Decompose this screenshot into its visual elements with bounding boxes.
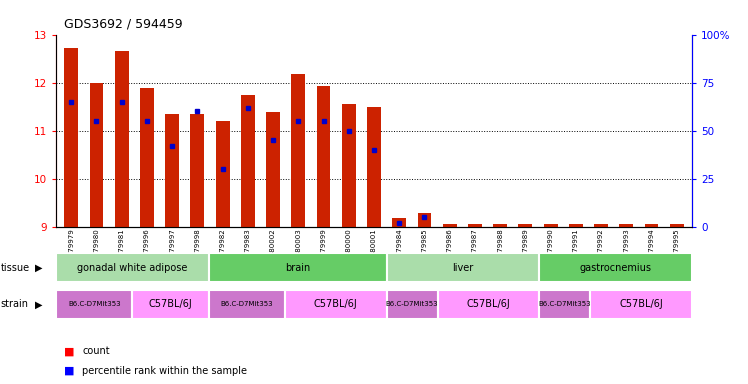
Text: tissue: tissue bbox=[1, 263, 30, 273]
Bar bbox=[367, 107, 381, 227]
Text: C57BL/6J: C57BL/6J bbox=[467, 299, 510, 310]
Text: C57BL/6J: C57BL/6J bbox=[619, 299, 663, 310]
Bar bbox=[342, 104, 356, 227]
Text: B6.C-D7Mit353: B6.C-D7Mit353 bbox=[68, 301, 120, 307]
Text: ■: ■ bbox=[64, 346, 74, 356]
Bar bbox=[443, 224, 456, 227]
Bar bbox=[590, 290, 692, 319]
Text: gonadal white adipose: gonadal white adipose bbox=[77, 263, 188, 273]
Bar bbox=[209, 290, 285, 319]
Bar bbox=[140, 88, 154, 227]
Text: B6.C-D7Mit353: B6.C-D7Mit353 bbox=[386, 301, 438, 307]
Bar bbox=[544, 224, 557, 227]
Bar bbox=[56, 290, 132, 319]
Bar bbox=[539, 290, 590, 319]
Bar bbox=[493, 224, 507, 227]
Bar bbox=[594, 224, 608, 227]
Bar bbox=[165, 114, 179, 227]
Text: count: count bbox=[82, 346, 110, 356]
Bar bbox=[215, 121, 230, 227]
Bar bbox=[387, 290, 438, 319]
Bar bbox=[56, 253, 209, 282]
Text: B6.C-D7Mit353: B6.C-D7Mit353 bbox=[539, 301, 591, 307]
Bar bbox=[518, 224, 533, 227]
Bar bbox=[619, 224, 634, 227]
Bar bbox=[114, 51, 129, 227]
Bar bbox=[569, 224, 583, 227]
Bar bbox=[316, 86, 331, 227]
Bar bbox=[438, 290, 539, 319]
Text: liver: liver bbox=[453, 263, 473, 273]
Text: GDS3692 / 594459: GDS3692 / 594459 bbox=[64, 17, 183, 30]
Bar bbox=[285, 290, 387, 319]
Bar bbox=[468, 224, 482, 227]
Bar bbox=[392, 218, 406, 227]
Bar bbox=[387, 253, 539, 282]
Bar bbox=[90, 83, 103, 227]
Bar bbox=[191, 114, 204, 227]
Text: percentile rank within the sample: percentile rank within the sample bbox=[82, 366, 248, 376]
Bar bbox=[266, 112, 280, 227]
Text: strain: strain bbox=[1, 299, 28, 310]
Bar bbox=[132, 290, 209, 319]
Bar bbox=[417, 213, 432, 227]
Bar bbox=[241, 94, 255, 227]
Text: ▶: ▶ bbox=[35, 263, 43, 273]
Bar bbox=[645, 224, 658, 227]
Bar bbox=[64, 48, 79, 227]
Bar bbox=[539, 253, 692, 282]
Text: ▶: ▶ bbox=[35, 299, 43, 310]
Text: ■: ■ bbox=[64, 366, 74, 376]
Text: brain: brain bbox=[285, 263, 310, 273]
Text: gastrocnemius: gastrocnemius bbox=[580, 263, 652, 273]
Text: C57BL/6J: C57BL/6J bbox=[149, 299, 192, 310]
Bar bbox=[292, 74, 305, 227]
Bar bbox=[209, 253, 387, 282]
Text: C57BL/6J: C57BL/6J bbox=[314, 299, 358, 310]
Bar bbox=[669, 224, 684, 227]
Text: B6.C-D7Mit353: B6.C-D7Mit353 bbox=[221, 301, 273, 307]
